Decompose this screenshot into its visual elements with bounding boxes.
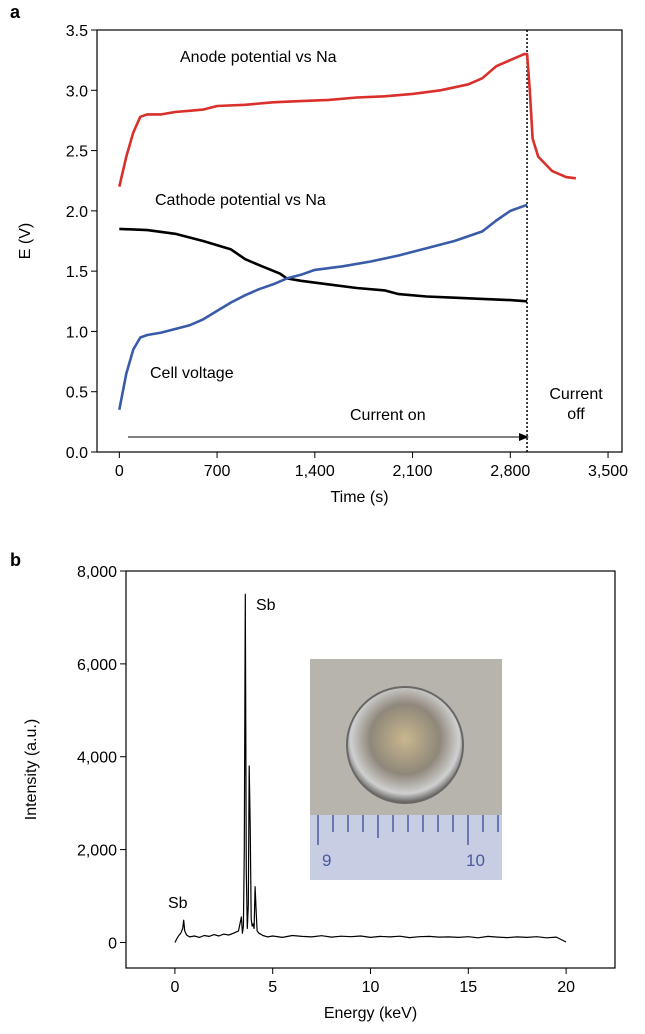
- x-tick-label: 15: [459, 979, 477, 996]
- annotation: Current off: [549, 386, 603, 423]
- x-axis-label: Time (s): [330, 489, 388, 506]
- data-line: [118, 203, 528, 411]
- y-axis-label: E (V): [17, 223, 34, 259]
- x-tick-label: 5: [268, 979, 277, 996]
- y-tick-label: 0: [108, 935, 117, 952]
- y-tick-label: 3.0: [66, 83, 88, 100]
- x-axis-label: Energy (keV): [324, 1005, 417, 1022]
- series-label: Cathode potential vs Na: [155, 192, 326, 209]
- series-label: Cell voltage: [150, 365, 234, 382]
- y-tick-label: 2.0: [66, 204, 88, 221]
- y-tick-label: 2.5: [66, 144, 88, 161]
- data-line: [174, 593, 567, 943]
- data-line: [118, 52, 577, 187]
- y-tick-label: 1.0: [66, 324, 88, 341]
- annotation: Sb: [168, 895, 188, 912]
- y-tick-label: 6,000: [77, 657, 117, 674]
- panel-label: b: [10, 550, 21, 570]
- x-tick-label: 0: [170, 979, 179, 996]
- y-tick-label: 0.0: [66, 445, 88, 462]
- x-tick-label: 2,800: [490, 463, 530, 480]
- x-tick-label: 3,500: [588, 463, 628, 480]
- y-tick-label: 1.5: [66, 264, 88, 281]
- y-tick-label: 8,000: [77, 564, 117, 581]
- panel-label: a: [10, 2, 21, 22]
- x-tick-label: 10: [362, 979, 380, 996]
- y-tick-label: 3.5: [66, 23, 88, 40]
- y-axis-label: Intensity (a.u.): [23, 719, 40, 820]
- series-label: Anode potential vs Na: [180, 49, 337, 66]
- annotation: Current on: [350, 407, 426, 424]
- ruler-label: 10: [466, 851, 485, 870]
- inset-photo: [310, 659, 502, 880]
- x-tick-label: 2,100: [393, 463, 433, 480]
- x-tick-label: 1,400: [295, 463, 335, 480]
- ruler-label: 9: [322, 851, 331, 870]
- y-tick-label: 2,000: [77, 843, 117, 860]
- x-tick-label: 20: [557, 979, 575, 996]
- annotation: Sb: [256, 597, 276, 614]
- x-tick-label: 0: [115, 463, 124, 480]
- y-tick-label: 4,000: [77, 750, 117, 767]
- plot-frame: [96, 29, 623, 453]
- y-tick-label: 0.5: [66, 385, 88, 402]
- x-tick-label: 700: [204, 463, 231, 480]
- data-line: [119, 227, 528, 303]
